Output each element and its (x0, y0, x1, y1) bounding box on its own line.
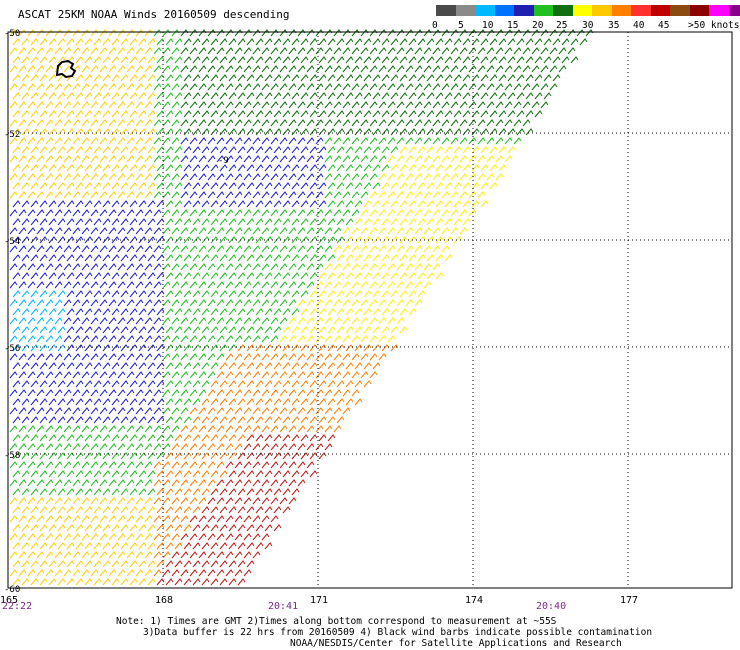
colorbar-swatch (611, 5, 631, 16)
colorbar-label: 20 (532, 20, 544, 31)
colorbar-labels: 0 5 10 15 20 25 30 35 40 45 >50 knots (430, 20, 740, 32)
colorbar-swatch (553, 5, 573, 16)
lat-label: -54 (4, 237, 20, 247)
colorbar-swatch (709, 5, 729, 16)
lat-label: -60 (4, 585, 20, 595)
colorbar-swatch (728, 5, 740, 16)
time-label: 20:40 (536, 601, 566, 612)
lat-label: -50 (4, 29, 20, 39)
colorbar-swatch (455, 5, 475, 16)
map-title: ASCAT 25KM NOAA Winds 20160509 descendin… (18, 8, 290, 21)
island-label: -9 (218, 156, 229, 166)
colorbar-swatch (494, 5, 514, 16)
lat-label: -56 (4, 344, 20, 354)
lon-label: 168 (155, 595, 173, 606)
lat-label: -52 (4, 130, 20, 140)
colorbar-swatch (689, 5, 709, 16)
colorbar-swatch (592, 5, 612, 16)
time-label: 22:22 (2, 601, 32, 612)
note-line-3: NOAA/NESDIS/Center for Satellite Applica… (290, 638, 622, 649)
colorbar-label: 0 (432, 20, 438, 31)
lon-label: 174 (465, 595, 483, 606)
colorbar-swatch (514, 5, 534, 16)
colorbar-swatch (533, 5, 553, 16)
colorbar-label: 45 (658, 20, 670, 31)
colorbar-label: 25 (556, 20, 568, 31)
lon-label: 165 (0, 595, 18, 606)
colorbar-label: 15 (507, 20, 519, 31)
colorbar-swatch (650, 5, 670, 16)
colorbar-label: >50 knots (688, 20, 740, 31)
colorbar-label: 40 (633, 20, 645, 31)
map-grid (7, 31, 733, 589)
note-line-2: 3)Data buffer is 22 hrs from 20160509 4)… (143, 627, 653, 638)
lon-label: 177 (620, 595, 638, 606)
colorbar-swatch (475, 5, 495, 16)
colorbar-swatch (670, 5, 690, 16)
colorbar-swatch (572, 5, 592, 16)
colorbar-swatch (631, 5, 651, 16)
island-outline (55, 59, 77, 79)
lat-label: -58 (4, 451, 20, 461)
colorbar-label: 30 (582, 20, 594, 31)
colorbar-label: 10 (482, 20, 494, 31)
time-label: 20:41 (268, 601, 298, 612)
wind-speed-colorbar (436, 5, 740, 16)
note-line-1: Note: 1) Times are GMT 2)Times along bot… (116, 616, 557, 627)
colorbar-label: 35 (608, 20, 620, 31)
colorbar-label: 5 (458, 20, 464, 31)
colorbar-swatch (436, 5, 456, 16)
lon-label: 171 (310, 595, 328, 606)
wind-barbs (9, 29, 594, 586)
